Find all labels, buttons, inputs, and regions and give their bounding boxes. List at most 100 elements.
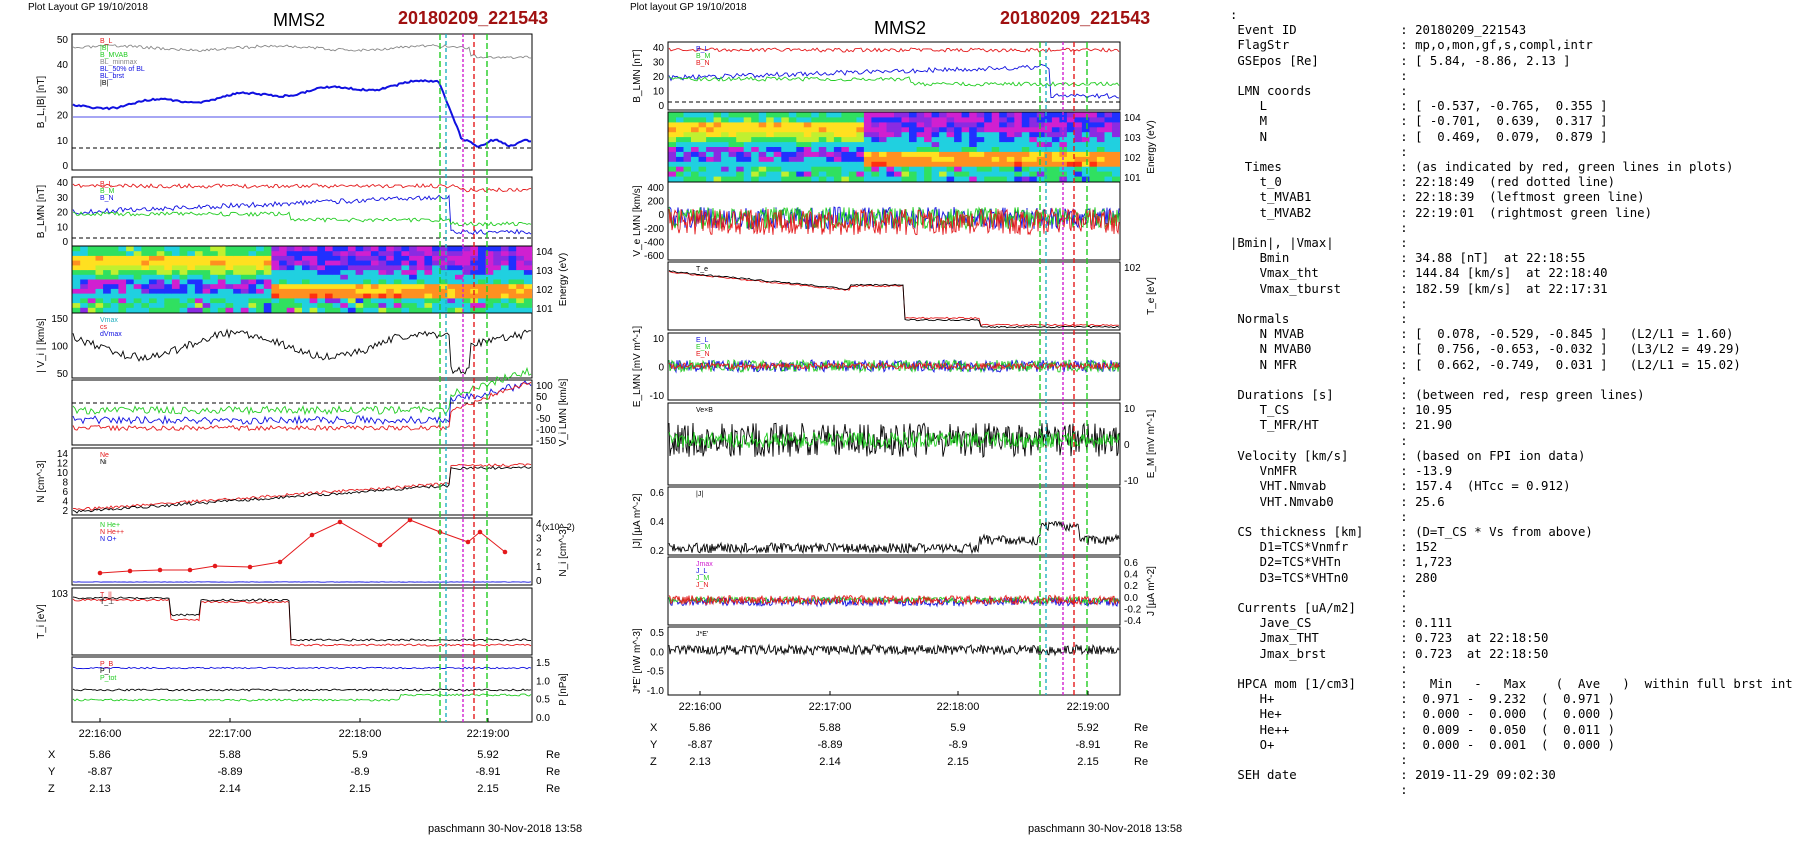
spectrogram-cell: [916, 137, 925, 143]
spectrogram-cell: [818, 166, 827, 173]
y-tick-label: -600: [644, 251, 664, 262]
spectrogram-cell: [309, 260, 318, 266]
spectrogram-cell: [691, 127, 699, 133]
coord-row-label: Z: [650, 756, 657, 768]
spectrogram-cell: [758, 122, 767, 128]
spectrogram-cell: [931, 161, 940, 168]
spectrogram-cell: [751, 127, 760, 133]
spectrogram-cell: [87, 270, 96, 276]
spectrogram-cell: [370, 303, 380, 309]
y-tick-label: 40: [653, 43, 665, 54]
info-line: H+ : 0.971 - 9.232 ( 0.971 ): [1230, 692, 1615, 707]
spectrogram-cell: [743, 151, 752, 158]
spectrogram-cell: [758, 176, 767, 182]
spectrogram-cell: [1021, 156, 1030, 163]
spectrogram-cell: [87, 279, 96, 285]
spectrogram-cell: [826, 117, 835, 123]
spectrogram-cell: [803, 117, 812, 123]
spectrogram-cell: [676, 132, 684, 138]
spectrogram-cell: [317, 265, 326, 271]
spectrogram-cell: [946, 147, 955, 153]
spectrogram-cell: [439, 255, 448, 262]
spectrogram-cell: [826, 137, 835, 143]
spectrogram-cell: [325, 293, 334, 299]
spectrogram-cell: [187, 251, 196, 257]
spectrogram-cell: [133, 274, 142, 280]
spectrogram-cell: [1006, 127, 1015, 133]
spectrogram-cell: [149, 279, 158, 285]
spectrogram-cell: [683, 147, 692, 153]
spectrogram-cell: [87, 307, 96, 313]
trace-green: [668, 430, 1120, 450]
spectrogram-cell: [1104, 166, 1113, 173]
spectrogram-cell: [217, 284, 226, 290]
spectrogram-cell: [271, 284, 280, 290]
spectrogram-cell: [1089, 156, 1098, 163]
spectrogram-cell: [164, 260, 173, 266]
spectrogram-cell: [721, 147, 730, 153]
spectrogram-cell: [202, 279, 211, 285]
info-line: D2=TCS*VHTn : 1,723: [1230, 555, 1453, 570]
spectrogram-cell: [309, 307, 318, 313]
coord-value: 5.9: [352, 749, 367, 761]
spectrogram-cell: [1021, 151, 1030, 158]
spectrogram-cell: [332, 251, 341, 257]
spectrogram-cell: [302, 246, 311, 252]
coord-unit: Re: [546, 749, 560, 761]
spectrogram-cell: [485, 288, 494, 295]
y-tick-label: 0.6: [1124, 558, 1138, 569]
spectrogram-cell: [841, 176, 850, 182]
spectrogram-cell: [773, 112, 782, 118]
y-tick-label: 20: [57, 111, 69, 122]
spectrogram-cell: [1029, 166, 1038, 173]
spectrogram-cell: [370, 265, 380, 271]
spectrogram-cell: [833, 132, 842, 138]
spectrogram-cell: [72, 298, 81, 304]
spectrogram-cell: [187, 274, 196, 280]
spectrogram-cell: [194, 260, 204, 266]
spectrogram-cell: [325, 307, 334, 313]
spectrogram-cell: [248, 293, 257, 299]
spectrogram-cell: [1036, 176, 1045, 182]
spectrogram-cell: [691, 112, 699, 118]
spectrogram-cell: [991, 122, 1000, 128]
spectrogram-cell: [848, 137, 857, 143]
legend-entry: N O+: [100, 536, 117, 543]
spectrogram-cell: [991, 142, 1000, 148]
y-axis-label: Energy (eV): [558, 253, 569, 306]
spectrogram-cell: [332, 265, 341, 271]
spectrogram-cell: [766, 112, 775, 118]
spectrogram-cell: [317, 279, 326, 285]
spectrogram-cell: [332, 293, 341, 299]
spectrogram-cell: [736, 161, 745, 168]
spectrogram-cell: [416, 293, 425, 299]
spectrogram-cell: [811, 142, 820, 148]
spectrogram-cell: [309, 274, 318, 280]
spectrogram-cell: [1006, 122, 1015, 128]
spectrogram-cell: [1074, 112, 1083, 118]
spectrogram-cell: [179, 307, 188, 313]
spectrogram-cell: [818, 112, 827, 118]
spectrogram-cell: [1036, 122, 1045, 128]
spectrogram-cell: [171, 288, 181, 295]
spectrogram-cell: [256, 255, 265, 262]
spectrogram-cell: [736, 132, 745, 138]
spectrogram-cell: [248, 303, 257, 309]
coord-value: -8.91: [1075, 739, 1100, 751]
spectrogram-cell: [187, 307, 196, 313]
spectrogram-cell: [976, 176, 985, 182]
spectrogram-cell: [340, 270, 349, 276]
spectrogram-cell: [156, 307, 165, 313]
spectrogram-cell: [691, 176, 699, 182]
spectrogram-cell: [87, 293, 96, 299]
y-axis-label: V_i LMN [km/s]: [558, 378, 569, 446]
spectrogram-cell: [156, 274, 165, 280]
spectrogram-cell: [833, 151, 842, 158]
spectrogram-cell: [894, 171, 902, 177]
spectrogram-cell: [508, 284, 517, 290]
spectrogram-cell: [668, 166, 677, 173]
spectrogram-cell: [766, 156, 775, 163]
spectrogram-cell: [409, 298, 418, 304]
spectrogram-cell: [432, 303, 441, 309]
spectrogram-cell: [781, 117, 790, 123]
